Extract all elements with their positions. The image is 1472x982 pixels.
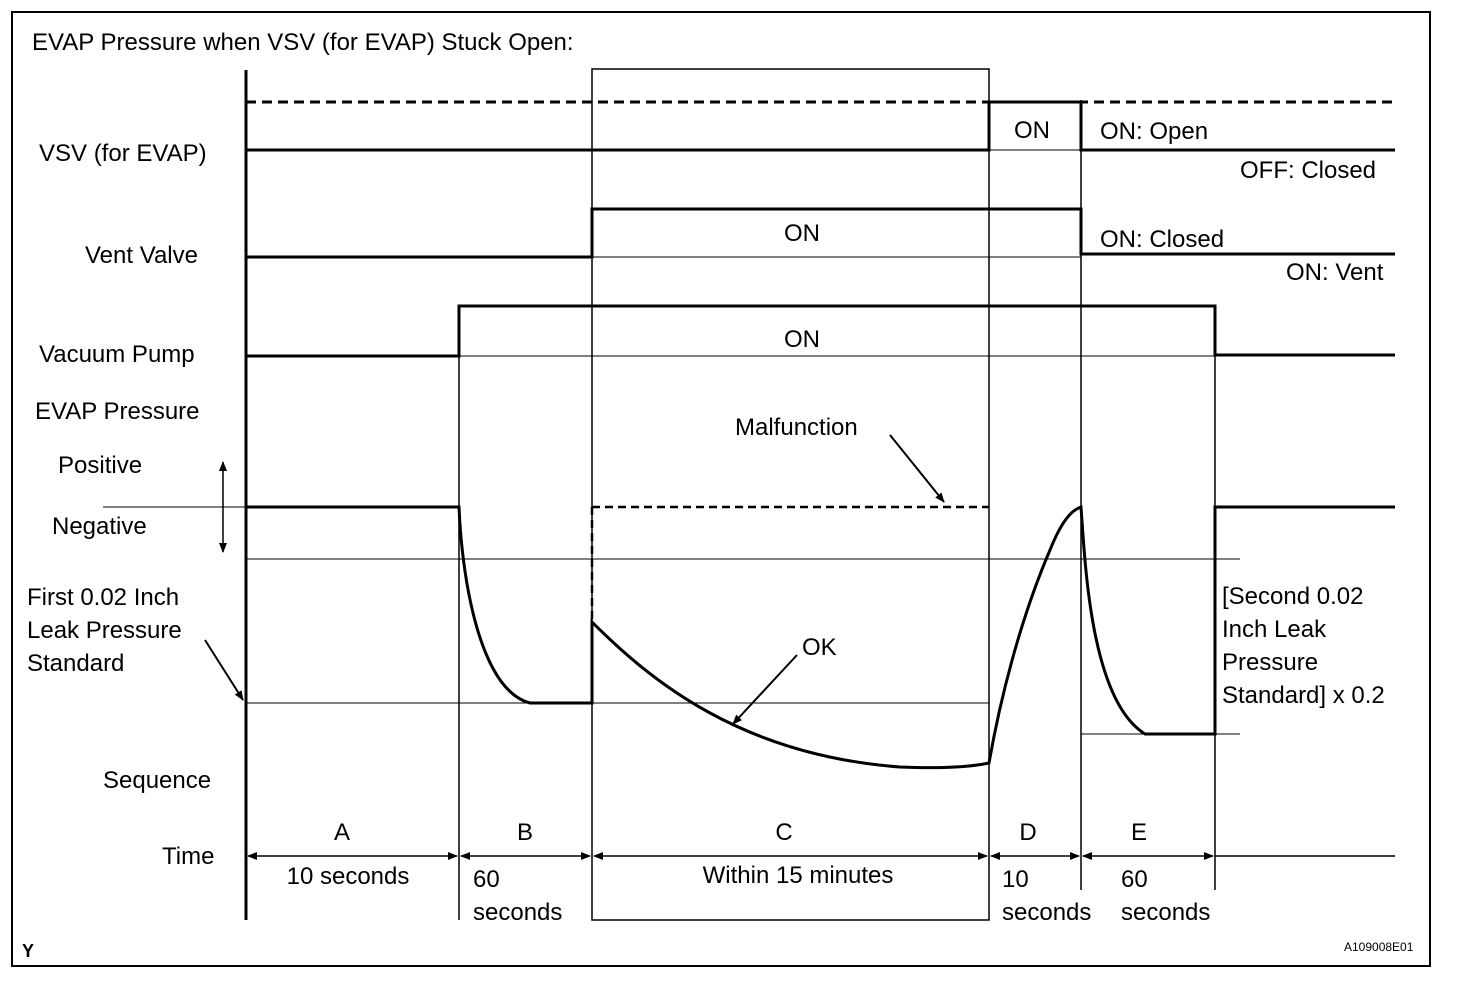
diagram-frame [11, 11, 1431, 967]
figure-code: A109008E01 [1344, 940, 1414, 954]
vsv-signal-line [246, 100, 1395, 152]
row-label-vent-valve: Vent Valve [85, 242, 198, 269]
vent-valve-on-label: ON [784, 220, 820, 247]
sequence-label-e: E [1130, 819, 1147, 846]
phase-c-box [591, 68, 990, 921]
time-label-c: Within 15 minutes [702, 862, 894, 889]
vent-on-vent-label: ON: Vent [1286, 259, 1384, 286]
evap-pressure-trace [246, 504, 1395, 770]
second-standard-label: [Second 0.02 Inch Leak Pressure Standard… [1222, 583, 1385, 709]
row-label-vsv: VSV (for EVAP) [39, 140, 207, 167]
sequence-label-d: D [1019, 819, 1037, 846]
label-negative: Negative [52, 513, 147, 540]
row-label-vacuum-pump: Vacuum Pump [39, 341, 195, 368]
vsv-off-closed-label: OFF: Closed [1240, 157, 1377, 184]
label-first-standard: First 0.02 Inch Leak Pressure Standard [27, 584, 182, 677]
sequence-label-b: B [516, 819, 533, 846]
vsv-on-open-label: ON: Open [1100, 118, 1209, 145]
vent-valve-signal-line [246, 207, 1395, 259]
vacuum-pump-on-label: ON [784, 326, 820, 353]
row-label-sequence: Sequence [103, 767, 212, 794]
time-label-a: 10 seconds [286, 863, 410, 890]
ok-arrow [732, 654, 798, 725]
diagram-title: EVAP Pressure when VSV (for EVAP) Stuck … [32, 29, 574, 56]
row-label-evap-pressure: EVAP Pressure [35, 398, 200, 425]
label-positive: Positive [58, 452, 143, 479]
ok-label: OK [802, 634, 837, 661]
vent-on-closed-label: ON: Closed [1100, 226, 1225, 253]
corner-mark: Y [22, 941, 35, 961]
malfunction-arrow [889, 434, 945, 503]
vsv-on-label: ON [1014, 117, 1050, 144]
malfunction-label: Malfunction [735, 414, 858, 441]
time-label-d: 10 seconds [1002, 866, 1092, 926]
sequence-label-c: C [775, 819, 793, 846]
time-label-b: 60 seconds [473, 866, 563, 926]
first-standard-arrow [204, 639, 244, 701]
time-label-e: 60 seconds [1121, 866, 1211, 926]
sequence-label-a: A [333, 819, 350, 846]
row-label-time: Time [162, 843, 215, 870]
vacuum-pump-signal-line [246, 304, 1395, 358]
